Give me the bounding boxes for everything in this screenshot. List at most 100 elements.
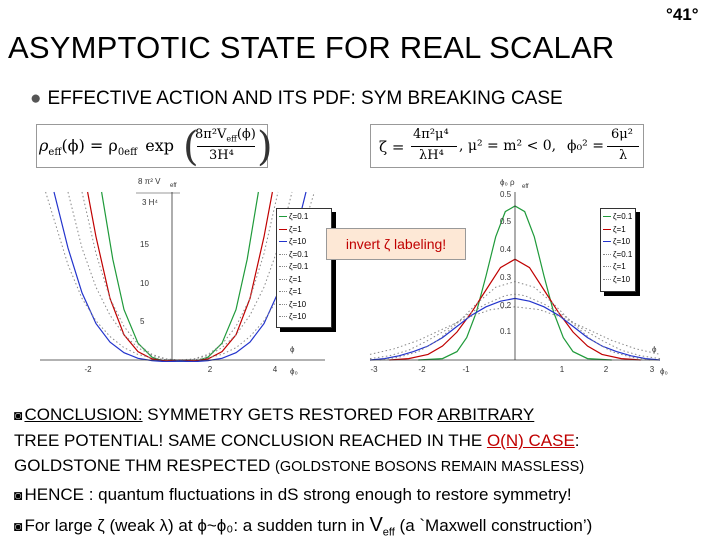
y-tick-label: 15 (140, 240, 149, 249)
legend-swatch-icon (279, 303, 287, 305)
legend-entry: ζ=0.1 (279, 212, 308, 222)
legend-entry: ζ=10 (279, 312, 306, 322)
y-tick-label: 0.2 (500, 301, 512, 310)
y-tick-label: 10 (140, 279, 149, 288)
zeta-numerator: 4π²μ⁴ (413, 127, 449, 142)
legend-entry: ζ=10 (279, 237, 306, 247)
phi0-denominator: λ (619, 148, 628, 163)
legend-swatch-icon (603, 228, 611, 230)
series-line-5 (45, 191, 315, 361)
x-tick-label: -3 (370, 365, 378, 374)
left-ylabel-sub: eff (170, 183, 177, 189)
pdf-numerator-arg: (ϕ) (236, 127, 256, 142)
eff-subscript: eff (382, 526, 395, 539)
conclusion-text-1: SYMMETRY GETS RESTORED FOR (142, 405, 438, 424)
legend-swatch-icon (603, 216, 611, 218)
legend-swatch-icon (279, 241, 287, 243)
x-tick-label: 1 (560, 365, 565, 374)
right-legend: ζ=0.1 ζ=1 ζ=10 ζ=0.1 ζ=1 ζ=10 (600, 208, 636, 292)
bullet-dot-icon: ● (30, 88, 42, 109)
legend-label: ζ=0.1 (289, 262, 309, 271)
bullet-heading: ● EFFECTIVE ACTION AND ITS PDF: SYM BREAK… (30, 88, 563, 110)
legend-swatch-icon (279, 216, 287, 218)
invert-zeta-annotation: invert ζ labeling! (326, 228, 466, 260)
y-tick-label: 5 (140, 317, 145, 326)
x-tick-label: 2 (208, 365, 213, 374)
series-line-3 (81, 191, 279, 361)
slide-number: °41° (666, 5, 699, 24)
conclusion-line-1: ◙ CONCLUSION: SYMMETRY GETS RESTORED FOR … (14, 405, 534, 425)
legend-swatch-icon (279, 316, 287, 318)
conclusion-line-3: GOLDSTONE THM RESPECTED (GOLDSTONE BOSON… (14, 456, 584, 476)
legend-entry: ζ=1 (603, 225, 626, 235)
square-bullet-icon: ◙ (14, 518, 23, 534)
zeta-formula: ζ = 4π²μ⁴ λH⁴ , μ² = m² < 0, ϕ₀² = 6μ² λ (370, 124, 644, 168)
right-ylabel: ϕ₀ ρ (500, 178, 515, 187)
pdf-fraction-bar (197, 146, 255, 147)
pdf-lhs: ρ (39, 136, 49, 155)
legend-label: ζ=0.1 (613, 249, 633, 259)
pdf-chart: -3 -2 -1 1 2 3 0.1 0.2 0.3 0.4 0.5 0.5 ϕ₀ ρ eff ϕ ϕ… (369, 178, 668, 376)
pdf-arg: (ϕ) = ρ (61, 136, 118, 155)
legend-swatch-icon (279, 278, 287, 280)
legend-label: ζ=1 (613, 262, 626, 271)
pdf-numerator-sub: eff (226, 134, 237, 144)
legend-entry: ζ=0.1 (603, 212, 632, 222)
paren-left-icon: ( (183, 124, 199, 170)
legend-swatch-icon (603, 253, 611, 255)
legend-label: ζ=10 (613, 237, 631, 246)
for-large-text-b: (weak (104, 516, 160, 535)
series-line-1 (87, 191, 273, 362)
legend-label: ζ=10 (613, 274, 631, 284)
goldstone-text: GOLDSTONE THM RESPECTED (14, 456, 276, 475)
pdf-lhs-sub: eff (48, 147, 62, 159)
mu-definition: , μ² = m² < 0, (459, 138, 557, 154)
legend-swatch-icon (603, 241, 611, 243)
legend-entry: ζ=0.1 (279, 250, 308, 260)
legend-label: ζ=1 (289, 287, 302, 296)
legend-swatch-icon (603, 278, 611, 280)
series-line-2 (53, 191, 307, 362)
slide-title: ASYMPTOTIC STATE FOR REAL SCALAR (8, 30, 615, 65)
tilde-symbol: ~ (206, 516, 217, 535)
for-large-text-c: ) at (168, 516, 198, 535)
zeta-symbol: ζ (97, 516, 105, 535)
effective-potential-chart: -2 2 4 5 10 15 8 π² V eff 3 H⁴ ϕ ϕ₀ (40, 177, 325, 376)
for-large-line: ◙ For large ζ (weak λ) at ϕ~ϕ₀: a sudden … (14, 514, 592, 538)
pdf-denominator: 3H⁴ (209, 148, 234, 163)
for-large-text-e: : a sudden turn in (233, 516, 370, 535)
pdf-exp: exp (145, 136, 175, 155)
zeta-fraction-bar (411, 146, 457, 147)
legend-entry: ζ=10 (603, 275, 630, 285)
legend-entry: ζ=1 (603, 262, 626, 272)
legend-swatch-icon (279, 253, 287, 255)
legend-label: ζ=1 (289, 224, 302, 234)
y-tick-label: 0.1 (500, 327, 512, 336)
x-tick-label: 2 (604, 365, 609, 374)
lambda-symbol: λ (159, 516, 169, 535)
goldstone-parenthetical: (GOLDSTONE BOSONS REMAIN MASSLESS) (275, 459, 585, 475)
phi-symbol: ϕ (197, 516, 207, 535)
x-tick-label: -2 (418, 365, 426, 374)
phi0-symbol: ϕ₀ (216, 516, 234, 535)
legend-swatch-icon (279, 291, 287, 293)
right-xlabel-num: ϕ (652, 345, 657, 354)
phi0-numerator: 6μ² (611, 127, 633, 142)
phi0-lhs: ϕ₀² = (567, 138, 604, 154)
legend-label: ζ=1 (613, 224, 626, 234)
conclusion-label: CONCLUSION: (24, 405, 143, 424)
legend-label: ζ=0.1 (289, 249, 309, 259)
maxwell-text: (a `Maxwell construction’) (394, 516, 593, 535)
square-bullet-icon: ◙ (14, 487, 23, 503)
right-ylabel-sub: eff (522, 184, 529, 190)
on-case-link[interactable]: O(N) CASE (486, 431, 575, 450)
pdf-rhs-sub: 0eff (117, 147, 138, 159)
legend-swatch-icon (279, 228, 287, 230)
paren-right-icon: ) (257, 124, 273, 170)
square-bullet-icon: ◙ (14, 407, 23, 423)
v-symbol: V (369, 514, 383, 536)
legend-entry: ζ=10 (603, 237, 630, 247)
y-tick-label: 0.3 (500, 273, 512, 282)
legend-label: ζ=10 (289, 299, 307, 309)
series-line-4 (67, 191, 293, 361)
